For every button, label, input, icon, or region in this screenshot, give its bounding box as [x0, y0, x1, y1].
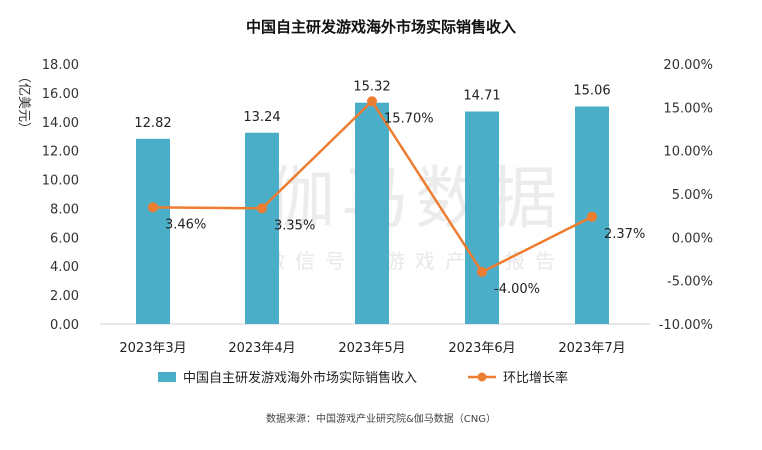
line-series [148, 96, 597, 277]
bar-value-label: 13.24 [243, 110, 280, 125]
bar-value-label: 15.06 [573, 83, 610, 98]
left-axis: 0.00 2.00 4.00 6.00 8.00 10.00 12.00 14.00 16.00… [42, 58, 79, 333]
left-tick-label: 8.00 [50, 202, 79, 217]
left-tick-label: 14.00 [42, 116, 79, 131]
chart-title: 中国自主研发游戏海外市场实际销售收入 [246, 18, 516, 36]
right-tick-label: 20.00% [663, 58, 713, 73]
growth-point [477, 267, 487, 277]
line-labels: 3.46% 3.35% 15.70% -4.00% 2.37% [165, 111, 645, 297]
right-axis: -10.00% -5.00% 0.00% 5.00% 10.00% 15.00% 20.00… [659, 58, 713, 333]
growth-value-label: 3.35% [274, 218, 315, 233]
growth-value-label: 3.46% [165, 217, 206, 232]
category-label: 2023年5月 [338, 341, 405, 356]
left-tick-label: 2.00 [50, 289, 79, 304]
category-label: 2023年6月 [448, 341, 515, 356]
bar-value-label: 15.32 [353, 80, 390, 95]
bar [136, 138, 170, 324]
right-tick-label: 15.00% [663, 101, 713, 116]
right-tick-label: 0.00% [672, 231, 713, 246]
growth-value-label: 2.37% [604, 227, 645, 242]
category-label: 2023年4月 [228, 341, 295, 356]
legend-line-marker [477, 372, 487, 382]
growth-point [148, 202, 158, 213]
growth-point [257, 203, 267, 214]
y-axis-unit: （亿美元） [16, 70, 31, 135]
legend-bar-swatch [158, 372, 176, 382]
bar [245, 132, 279, 324]
legend-bar-label: 中国自主研发游戏海外市场实际销售收入 [183, 370, 417, 386]
bar-series [136, 102, 609, 325]
bar [355, 102, 389, 324]
left-tick-label: 18.00 [42, 58, 79, 73]
left-tick-label: 0.00 [50, 318, 79, 333]
left-tick-label: 12.00 [42, 145, 79, 160]
bar-labels: 12.82 13.24 15.32 14.71 15.06 [134, 80, 610, 131]
bar-value-label: 12.82 [134, 116, 171, 131]
left-tick-label: 4.00 [50, 260, 79, 275]
growth-value-label: 15.70% [384, 111, 434, 126]
left-tick-label: 6.00 [50, 231, 79, 246]
bar-value-label: 14.71 [463, 89, 500, 104]
y-axis-unit-text: （亿美元） [16, 70, 31, 135]
growth-point [367, 96, 377, 107]
legend-line-label: 环比增长率 [503, 370, 568, 386]
x-axis-labels: 2023年3月 2023年4月 2023年5月 2023年6月 2023年7月 [119, 341, 625, 356]
right-tick-label: -5.00% [667, 275, 713, 290]
right-tick-label: 10.00% [663, 145, 713, 160]
category-label: 2023年7月 [558, 341, 625, 356]
right-tick-label: 5.00% [672, 188, 713, 203]
left-tick-label: 10.00 [42, 174, 79, 189]
right-tick-label: -10.00% [659, 318, 713, 333]
growth-point [587, 211, 597, 222]
watermark-main: 伽马数据 [267, 160, 563, 239]
left-tick-label: 16.00 [42, 87, 79, 102]
category-label: 2023年3月 [119, 341, 186, 356]
bar [465, 111, 499, 325]
source-note: 数据来源：中国游戏产业研究院&伽马数据（CNG） [266, 412, 496, 425]
growth-value-label: -4.00% [494, 282, 540, 297]
legend: 中国自主研发游戏海外市场实际销售收入 环比增长率 [158, 370, 568, 386]
